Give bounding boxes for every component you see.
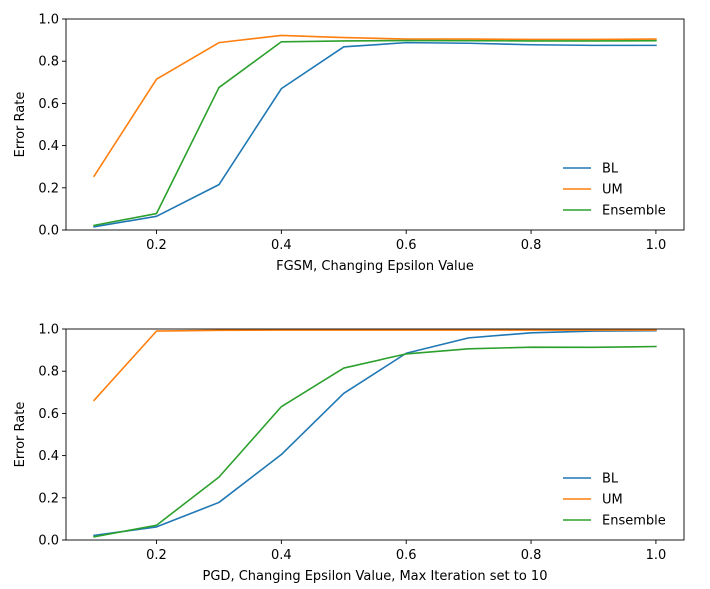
x-tick-label: 1.0 xyxy=(646,548,667,563)
y-tick-label: 0.4 xyxy=(38,139,59,154)
y-tick-label: 0.2 xyxy=(38,181,59,196)
y-axis-label: Error Rate xyxy=(13,92,28,158)
legend-label-ensemble: Ensemble xyxy=(602,204,666,219)
series-line-bl xyxy=(93,41,657,228)
y-tick-label: 1.0 xyxy=(38,323,59,338)
x-tick-label: 0.8 xyxy=(521,238,542,253)
legend-label-um: UM xyxy=(602,183,623,198)
x-axis-label: FGSM, Changing Epsilon Value xyxy=(276,259,474,274)
series-line-ensemble xyxy=(93,39,657,227)
legend-label-ensemble: Ensemble xyxy=(602,514,666,529)
y-tick-label: 0.0 xyxy=(38,224,59,239)
series-line-ensemble xyxy=(93,345,657,538)
plot-frame xyxy=(65,328,685,541)
legend: BL UM Ensemble xyxy=(563,472,666,529)
x-tick-label: 0.6 xyxy=(396,238,417,253)
x-tick-label: 0.2 xyxy=(146,238,167,253)
y-tick-label: 0.8 xyxy=(38,365,59,380)
y-axis-label: Error Rate xyxy=(13,402,28,468)
x-tick-label: 0.4 xyxy=(271,238,292,253)
y-tick-label: 0.6 xyxy=(38,407,59,422)
series-line-um xyxy=(92,329,657,402)
y-tick-label: 0.2 xyxy=(38,491,59,506)
legend-label-bl: BL xyxy=(602,162,619,177)
y-tick-label: 1.0 xyxy=(38,13,59,28)
x-tick-label: 0.4 xyxy=(271,548,292,563)
y-tick-label: 0.0 xyxy=(38,534,59,549)
y-tick-label: 0.8 xyxy=(38,55,59,70)
plot-frame xyxy=(65,18,685,231)
legend-label-bl: BL xyxy=(602,472,619,487)
series-line-um xyxy=(92,34,657,178)
legend: BL UM Ensemble xyxy=(563,162,666,219)
series-line-bl xyxy=(93,329,657,537)
x-tick-label: 0.2 xyxy=(146,548,167,563)
x-tick-label: 1.0 xyxy=(646,238,667,253)
x-tick-label: 0.8 xyxy=(521,548,542,563)
x-tick-label: 0.6 xyxy=(396,548,417,563)
legend-label-um: UM xyxy=(602,493,623,508)
y-tick-label: 0.4 xyxy=(38,449,59,464)
chart-panel-1: 0.2 0.4 0.6 0.8 1.0 0.0 0.2 0.4 0.6 0.8 1.0 FGSM, C… xyxy=(13,13,685,274)
x-axis-label: PGD, Changing Epsilon Value, Max Iterati… xyxy=(203,569,548,584)
y-tick-label: 0.6 xyxy=(38,97,59,112)
chart-panel-2: 0.2 0.4 0.6 0.8 1.0 0.0 0.2 0.4 0.6 0.8 1.0 PGD, Ch… xyxy=(13,323,685,584)
